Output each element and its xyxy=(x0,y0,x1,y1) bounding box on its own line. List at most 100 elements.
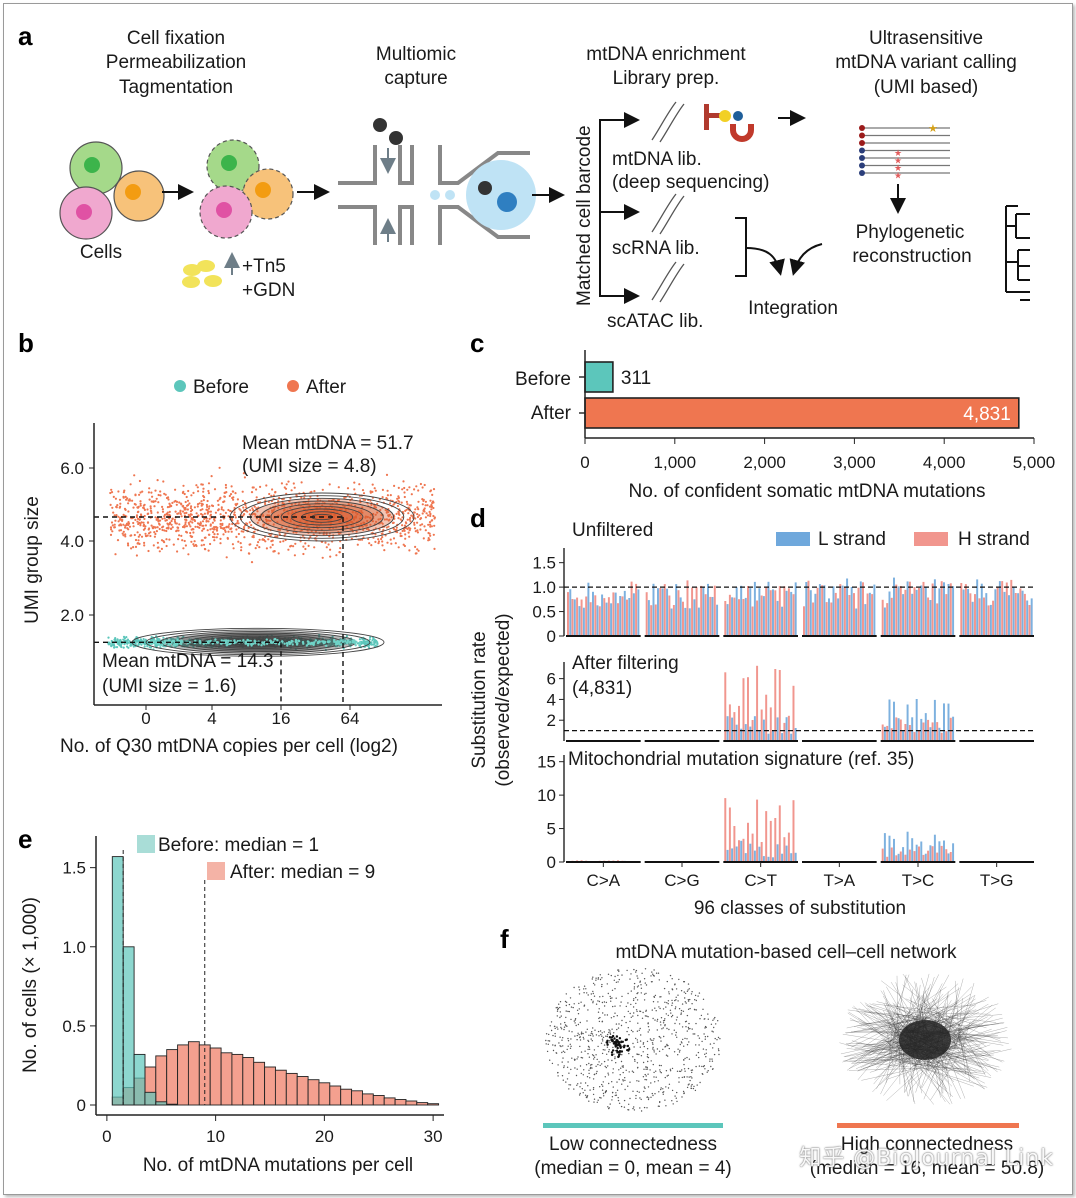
network-node xyxy=(603,1095,605,1097)
bar-h-strand xyxy=(949,583,952,636)
network-node xyxy=(666,1002,668,1004)
point-after xyxy=(351,510,354,514)
bar-l-strand xyxy=(893,838,895,862)
point-after xyxy=(171,501,174,504)
point-after xyxy=(385,511,388,514)
network-node-core xyxy=(614,1042,617,1046)
point-after xyxy=(267,538,270,541)
network-node-core xyxy=(623,1044,626,1047)
network-node xyxy=(671,999,673,1002)
network-node xyxy=(711,1068,714,1071)
network-node xyxy=(615,1023,618,1025)
network-node xyxy=(623,1099,626,1102)
f-title: mtDNA mutation-based cell–cell network xyxy=(615,942,957,963)
point-after xyxy=(223,495,226,498)
network-node xyxy=(552,1034,554,1037)
network-node xyxy=(550,1021,553,1023)
bar-l-strand xyxy=(915,844,918,862)
library-bracket xyxy=(599,119,626,297)
bar-l-strand xyxy=(805,582,808,636)
network-node xyxy=(675,996,677,998)
network-node xyxy=(675,1034,677,1036)
point-after xyxy=(181,505,184,508)
point-after xyxy=(269,546,272,549)
network-node xyxy=(678,1023,681,1025)
bar-h-strand xyxy=(1019,588,1022,636)
point-after xyxy=(167,498,170,501)
point-after xyxy=(270,494,273,497)
network-node xyxy=(579,1065,582,1067)
network-node xyxy=(568,1072,570,1074)
point-after xyxy=(433,516,436,519)
network-node xyxy=(608,1107,610,1109)
network-node xyxy=(635,996,637,999)
d-y-tick-label: 5 xyxy=(547,820,556,839)
point-after xyxy=(163,541,166,544)
bar-h-strand xyxy=(913,587,916,636)
bar-l-strand xyxy=(943,582,945,636)
bar-l-strand xyxy=(850,587,853,636)
point-after xyxy=(362,521,365,524)
network-node xyxy=(569,1043,571,1046)
bar-l-strand xyxy=(781,853,784,862)
network-node xyxy=(617,969,620,971)
panel-label-c: c xyxy=(470,328,484,358)
c-x-axis-label: No. of confident somatic mtDNA mutations xyxy=(629,481,986,502)
point-after xyxy=(136,506,139,509)
bar-before xyxy=(584,361,614,393)
point-after xyxy=(195,544,198,548)
bar-h-strand xyxy=(945,731,948,741)
network-node xyxy=(605,1066,607,1069)
calling-line-2: mtDNA variant calling xyxy=(835,52,1017,73)
point-after xyxy=(400,501,403,504)
network-node xyxy=(705,1056,707,1058)
point-after xyxy=(242,506,245,509)
bar-h-strand xyxy=(765,694,768,741)
point-after xyxy=(138,518,141,521)
point-after xyxy=(400,534,403,538)
point-after xyxy=(274,490,277,494)
network-node xyxy=(686,1086,689,1089)
point-after xyxy=(174,499,177,503)
network-node xyxy=(612,1072,614,1074)
point-after xyxy=(227,526,230,529)
network-node xyxy=(599,974,601,976)
point-after xyxy=(225,525,228,529)
point-after xyxy=(374,513,377,516)
network-node xyxy=(547,1043,549,1046)
network-node xyxy=(584,1094,587,1097)
network-node xyxy=(593,1058,595,1060)
bar-l-strand xyxy=(911,838,914,862)
point-after xyxy=(124,535,127,538)
point-after xyxy=(117,515,120,518)
network-node xyxy=(582,1074,584,1076)
point-after xyxy=(154,516,157,519)
network-node xyxy=(601,985,603,988)
network-node xyxy=(680,1012,682,1014)
point-after xyxy=(416,521,419,524)
point-after xyxy=(113,526,116,529)
network-node xyxy=(660,1087,662,1089)
cells-label: Cells xyxy=(80,242,122,263)
network-node-core xyxy=(626,1048,629,1052)
network-node xyxy=(621,1019,623,1022)
bar-l-strand xyxy=(989,604,992,636)
network-node xyxy=(683,1063,685,1066)
point-after xyxy=(168,517,171,520)
bar-l-strand xyxy=(794,582,797,636)
network-node xyxy=(567,1037,569,1040)
point-after xyxy=(381,496,384,499)
point-after xyxy=(404,537,407,540)
point-after xyxy=(228,494,231,498)
bar-l-strand xyxy=(790,733,793,741)
network-node xyxy=(587,1040,590,1043)
point-after xyxy=(360,522,363,525)
point-after xyxy=(421,486,424,489)
point-after xyxy=(424,529,427,532)
point-after xyxy=(430,505,433,508)
bar-h-strand xyxy=(983,597,985,636)
network-node xyxy=(584,1082,587,1084)
point-after xyxy=(164,519,167,522)
network-node xyxy=(605,1035,607,1037)
